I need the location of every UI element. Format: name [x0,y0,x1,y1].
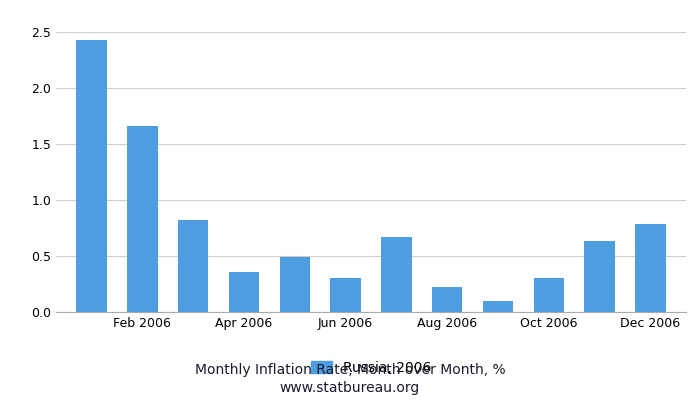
Bar [635,224,666,312]
Bar [483,301,513,312]
Bar [178,220,209,312]
Bar [279,257,310,312]
Legend: Russia, 2006: Russia, 2006 [305,355,437,380]
Text: www.statbureau.org: www.statbureau.org [280,381,420,395]
Text: Monthly Inflation Rate, Month over Month, %: Monthly Inflation Rate, Month over Month… [195,363,505,377]
Bar [76,40,107,312]
Bar [229,272,259,312]
Bar [330,278,360,312]
Bar [382,237,412,312]
Bar [533,278,564,312]
Bar [584,242,615,312]
Bar [127,126,158,312]
Bar [432,287,463,312]
